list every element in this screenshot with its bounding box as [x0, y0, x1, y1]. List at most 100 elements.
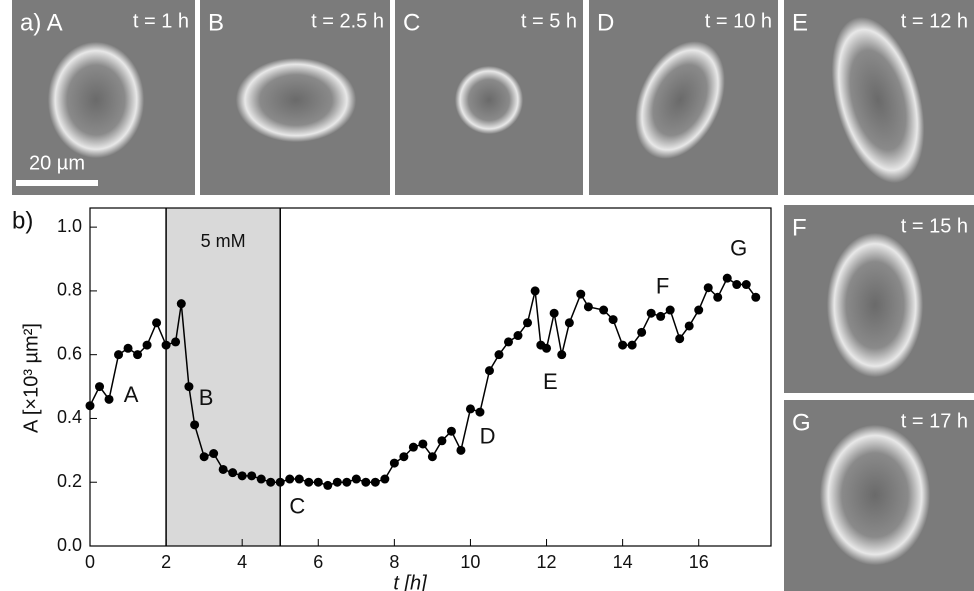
x-axis-title: t [h] [393, 572, 427, 591]
data-point [446, 426, 456, 436]
x-tick-label: 8 [389, 552, 399, 572]
cell [827, 233, 923, 377]
data-point [637, 327, 647, 337]
stage-annotation: A [124, 382, 139, 407]
data-point [171, 337, 181, 347]
y-axis-title: A [×10³ µm²] [20, 323, 42, 433]
data-point [618, 340, 628, 350]
data-point [304, 477, 314, 487]
data-point [85, 401, 95, 411]
panel-label: G [792, 409, 811, 436]
y-tick-label: 0.2 [57, 471, 82, 491]
data-point [266, 477, 276, 487]
data-point [503, 337, 513, 347]
data-point [675, 334, 685, 344]
data-point [190, 420, 200, 430]
data-point [176, 299, 186, 309]
panel-label: D [597, 9, 614, 36]
data-point [399, 452, 409, 462]
data-point [199, 452, 209, 462]
data-point [351, 474, 361, 484]
y-tick-label: 0.4 [57, 407, 82, 427]
data-point [751, 292, 761, 302]
plot-frame [89, 207, 772, 547]
scale-bar [16, 180, 98, 186]
data-point [576, 289, 586, 299]
panel-time: t = 17 h [901, 410, 968, 432]
data-point [475, 407, 485, 417]
data-point [741, 280, 751, 290]
x-tick-label: 10 [460, 552, 480, 572]
panel-label: B [208, 9, 224, 36]
y-tick-label: 0.0 [57, 535, 82, 555]
cell [635, 41, 725, 159]
panel-time: t = 2.5 h [311, 10, 384, 32]
data-point [542, 343, 552, 353]
data-point [370, 477, 380, 487]
data-point [418, 439, 428, 449]
x-tick-label: 16 [689, 552, 709, 572]
data-point [549, 308, 559, 318]
data-point [275, 477, 285, 487]
panel-label: a) A [20, 9, 63, 36]
data-point [133, 350, 143, 360]
data-point [142, 340, 152, 350]
x-tick-label: 0 [85, 552, 95, 572]
data-point [95, 382, 105, 392]
data-point [484, 366, 494, 376]
cell [455, 66, 523, 134]
stage-annotation: C [289, 494, 305, 519]
cell [820, 425, 930, 565]
data-point [184, 382, 194, 392]
data-point [209, 449, 219, 459]
data-point [104, 394, 114, 404]
data-point [523, 318, 533, 328]
data-point [218, 464, 228, 474]
stage-annotation: B [199, 385, 214, 410]
data-point [437, 436, 447, 446]
panel-time: t = 1 h [133, 10, 189, 32]
treatment-shade [166, 208, 281, 546]
data-point [530, 286, 540, 296]
data-point [161, 340, 171, 350]
x-tick-label: 12 [537, 552, 557, 572]
data-point [694, 305, 704, 315]
data-point [627, 340, 637, 350]
data-point [684, 321, 694, 331]
data-point [323, 480, 333, 490]
stage-annotation: E [543, 369, 558, 394]
shade-label: 5 mM [201, 231, 246, 251]
data-point [656, 311, 666, 321]
x-tick-label: 4 [237, 552, 247, 572]
panel-label: C [403, 9, 420, 36]
data-point [342, 477, 352, 487]
data-point [564, 318, 574, 328]
data-point [722, 273, 732, 283]
data-point [361, 477, 371, 487]
data-point [114, 350, 124, 360]
data-point [583, 302, 593, 312]
data-point [380, 474, 390, 484]
data-point [408, 442, 418, 452]
y-tick-label: 0.8 [57, 280, 82, 300]
data-point [313, 477, 323, 487]
x-tick-label: 14 [613, 552, 633, 572]
data-point [494, 350, 504, 360]
stage-annotation: G [730, 235, 747, 260]
data-point [294, 474, 304, 484]
stage-annotation: F [656, 274, 669, 299]
chart: 5 mM 0 2 4 6 8 10 12 14 16 0.0 0.2 0.4 0.6 0.8 1.0 t [h]… [12, 207, 772, 591]
panel-label: F [792, 214, 807, 241]
panel-time: t = 15 h [901, 215, 968, 237]
data-point [389, 458, 399, 468]
scale-bar-label: 20 µm [29, 152, 85, 174]
data-point [285, 474, 295, 484]
data-point [228, 468, 238, 478]
data-point [152, 318, 162, 328]
data-point [646, 308, 656, 318]
data-point [599, 305, 609, 315]
data-point [513, 331, 523, 341]
data-point [247, 471, 257, 481]
